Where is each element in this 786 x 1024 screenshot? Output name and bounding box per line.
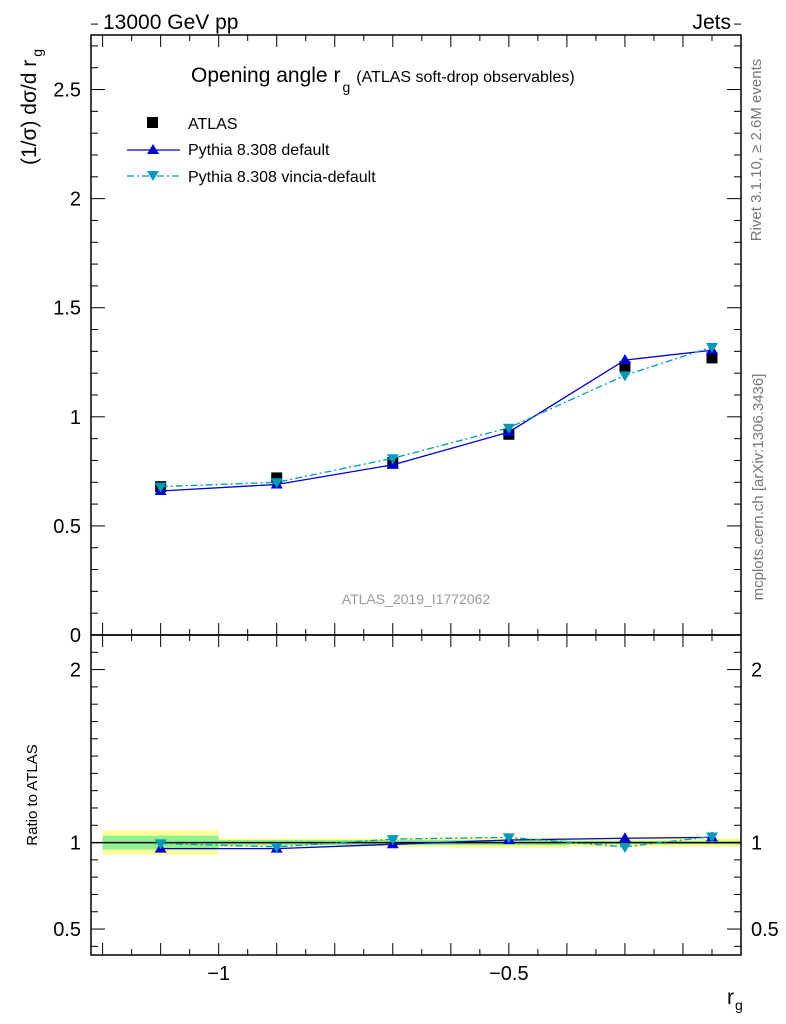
legend-marker-pythia-vincia [147,171,159,181]
legend-label-pythia-default: Pythia 8.308 default [188,142,330,159]
ratio-panel: 0.5 1 2 0.5 1 2 −1 −0.5 Ratio to ATLAS rg [24,634,779,1013]
process-label: Jets [692,11,731,34]
ratio-y-tick-label-right: 2 [751,660,762,682]
ratio-y-tick-labels: 0.5 1 2 [53,660,81,941]
ratio-point-pythia-8-308-vincia-default [154,839,167,850]
main-series [154,343,718,495]
ratio-x-tick-label: −0.5 [489,963,528,985]
ratio-y-tick-label: 0.5 [53,919,81,941]
ratio-y-axis-label: Ratio to ATLAS [24,744,41,845]
main-point-pythia-8-308-vincia-default [386,454,399,465]
main-y-axis-label-subscript: g [29,49,45,57]
main-y-tick-label: 0.5 [53,516,81,538]
ratio-y-tick-label-right: 1 [751,833,762,855]
ratio-point-pythia-8-308-vincia-default [502,833,515,844]
ratio-y-tick-label-right: 0.5 [751,919,779,941]
ratio-line-pythia-8-308-vincia-default [160,835,713,848]
main-y-axis-label-text: (1/σ) dσ/d r [18,60,41,165]
main-point-pythia-8-308-vincia-default [502,423,515,434]
main-title-note: (ATLAS soft-drop observables) [356,69,574,86]
main-y-tick-label-zero: 0 [70,625,81,647]
analysis-watermark: ATLAS_2019_I1772062 [342,591,491,607]
main-point-pythia-8-308-vincia-default [154,482,167,493]
legend-marker-pythia-default [147,144,159,154]
ratio-point-pythia-8-308-default [618,832,631,843]
main-line-pythia-8-308-default [160,349,713,492]
main-point-atlas [271,472,283,484]
main-point-pythia-8-308-default [618,354,631,365]
ratio-point-pythia-8-308-vincia-default [618,842,631,853]
main-title-text: Opening angle r [191,64,340,87]
ratio-point-pythia-8-308-vincia-default [270,842,283,853]
main-y-tick-label: 2 [70,189,81,211]
ratio-y-tick-labels-right: 0.5 1 2 [751,660,779,941]
mcplots-label: mcplots.cern.ch [arXiv:1306.3436] [750,374,767,601]
x-axis-label-text: r [727,986,734,1009]
main-y-tick-label: 1 [70,407,81,429]
main-line-pythia-8-308-vincia-default [160,346,713,488]
main-title-subscript: g [342,79,350,95]
ratio-x-tick-labels: −1 −0.5 [207,963,528,985]
main-point-pythia-8-308-vincia-default [270,478,283,489]
x-axis-label-subscript: g [735,997,743,1013]
legend-label-pythia-vincia: Pythia 8.308 vincia-default [188,169,376,186]
main-point-atlas [706,352,718,364]
main-y-tick-label: 1.5 [53,298,81,320]
ratio-x-tick-label: −1 [207,963,230,985]
legend-label-atlas: ATLAS [188,116,238,133]
ratio-axis-ticks [91,634,742,955]
main-title: Opening angle r g (ATLAS soft-drop observa… [191,64,575,95]
main-y-tick-labels: 0.5 1 1.5 2 2.5 [53,80,81,538]
energy-label: 13000 GeV pp [103,11,238,34]
legend: ATLAS Pythia 8.308 default Pythia 8.308 … [127,116,376,186]
main-y-axis-label: (1/σ) dσ/d r g [18,49,45,165]
main-point-pythia-8-308-vincia-default [705,343,718,353]
ratio-series [154,831,718,853]
ratio-point-pythia-8-308-vincia-default [705,832,718,843]
ratio-y-tick-label: 2 [70,660,81,682]
main-axis-ticks [91,23,742,636]
x-axis-label: rg [727,986,743,1013]
main-point-pythia-8-308-vincia-default [618,371,631,382]
ratio-frame [90,634,742,956]
main-y-tick-label: 2.5 [53,80,81,102]
ratio-point-pythia-8-308-vincia-default [386,835,399,846]
ratio-y-tick-label: 1 [70,833,81,855]
main-point-atlas [619,361,631,373]
rivet-label: Rivet 3.1.10, ≥ 2.6M events [748,59,765,242]
legend-marker-atlas [147,117,158,128]
main-panel: 0.511.522.5 0 Opening angle r g(ATLAS sof… [18,23,742,647]
ratio-line-pythia-8-308-default [160,836,712,850]
